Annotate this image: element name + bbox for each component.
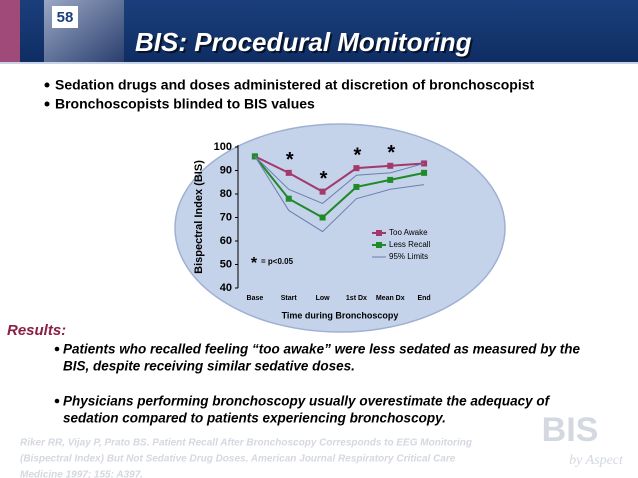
chart-backdrop (174, 123, 506, 333)
citation: Riker RR, Vijay P, Prato BS. Patient Rec… (20, 438, 472, 449)
limit-line (254, 156, 425, 204)
y-tick-label: 90 (220, 164, 232, 176)
y-axis-label: Bispectral Index (BIS) (193, 160, 205, 274)
y-tick-label: 80 (220, 188, 232, 200)
rule (0, 62, 638, 64)
annotation: * (387, 142, 395, 164)
bullet: Bronchoscopists blinded to BIS values (55, 96, 315, 112)
annotation: * (286, 149, 294, 171)
point (319, 188, 326, 195)
point (421, 169, 428, 176)
badge: 58 (57, 9, 74, 26)
bullet-dot (54, 346, 60, 352)
note-symbol: * (251, 255, 258, 272)
title-shadow: BIS: Procedural Monitoring (137, 29, 474, 59)
badge-box (52, 6, 78, 28)
results-heading: Results: (7, 322, 66, 339)
limit-line (254, 156, 425, 233)
annotation: * (354, 144, 362, 166)
point (387, 162, 394, 169)
legend-marker (376, 242, 382, 248)
citation: (Bispectral Index) But Not Sedative Drug… (20, 454, 456, 465)
citation: Medicine 1997; 155: A397. (20, 470, 143, 478)
result-line: BIS, despite receiving similar sedative … (63, 359, 355, 374)
series-line (254, 155, 425, 193)
logo-sub: by Aspect (569, 453, 624, 468)
y-tick-label: 40 (220, 282, 232, 294)
point (285, 169, 292, 176)
x-tick-label: 1st Dx (346, 295, 367, 302)
banner-strip (0, 0, 20, 62)
bullet-dot (44, 101, 50, 107)
y-tick-label: 70 (220, 211, 232, 223)
x-tick-label: End (417, 295, 430, 302)
y-tick-label: 100 (214, 141, 232, 153)
result-line: sedation compared to patients experienci… (63, 411, 446, 426)
annotation: * (320, 168, 328, 190)
legend-marker (376, 230, 382, 236)
x-tick-label: Mean Dx (376, 295, 405, 302)
note: = p<0.05 (261, 257, 294, 266)
series-line (254, 155, 425, 219)
point (353, 183, 360, 190)
x-tick-label: Low (316, 295, 331, 302)
legend-label: 95% Limits (389, 252, 428, 261)
result-line: Physicians performing bronchoscopy usual… (63, 394, 551, 409)
point (319, 214, 326, 221)
x-tick-label: Start (281, 295, 298, 302)
x-tick-label: Base (247, 295, 264, 302)
bullet: Sedation drugs and doses administered at… (55, 77, 535, 93)
point (387, 176, 394, 183)
title: BIS: Procedural Monitoring (135, 27, 472, 57)
bullet-dot (44, 82, 50, 88)
bullet-dot (54, 398, 60, 404)
point (353, 165, 360, 172)
y-tick-label: 60 (220, 235, 232, 247)
legend-label: Less Recall (389, 240, 431, 249)
x-axis-label: Time during Bronchoscopy (282, 310, 399, 320)
point (285, 195, 292, 202)
legend-label: Too Awake (389, 228, 428, 237)
y-tick-label: 50 (220, 258, 232, 270)
result-line: Patients who recalled feeling “too awake… (63, 342, 580, 357)
logo: BIS (542, 411, 599, 449)
